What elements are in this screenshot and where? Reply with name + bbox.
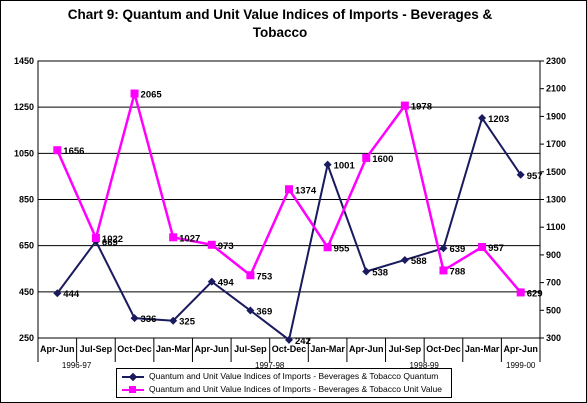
chart-legend: Quantum and Unit Value Indices of Import…	[116, 368, 452, 398]
y-left-tick-label: 850	[19, 195, 34, 205]
y-right-tick-label: 1500	[546, 167, 566, 177]
y-right-tick-label: 300	[546, 333, 561, 343]
data-label: 639	[449, 244, 465, 255]
data-label: 588	[411, 256, 427, 267]
x-tick-label: Apr-Jun	[40, 344, 75, 354]
legend-item-unit-value: Quantum and Unit Value Indices of Import…	[117, 383, 451, 396]
data-label: 1203	[488, 114, 509, 125]
data-point	[207, 277, 216, 286]
legend-label-unit-value: Quantum and Unit Value Indices of Import…	[149, 384, 442, 394]
data-label: 538	[372, 268, 388, 279]
legend-item-quantum: Quantum and Unit Value Indices of Import…	[117, 370, 451, 383]
data-point	[516, 288, 525, 297]
data-point	[400, 255, 409, 264]
data-point	[53, 146, 62, 155]
data-label: 957	[488, 243, 504, 254]
series-line-0	[56, 115, 522, 342]
data-label: 1001	[334, 161, 356, 172]
data-point	[478, 243, 487, 252]
data-label: 629	[527, 288, 543, 299]
y-left-tick-label: 250	[19, 333, 34, 343]
data-point	[439, 266, 448, 275]
data-point	[516, 170, 525, 179]
data-point	[130, 89, 139, 98]
y-right-tick-label: 900	[546, 250, 561, 260]
x-year-label: 1996-97	[62, 361, 92, 370]
x-tick-label: Jan-Mar	[465, 344, 500, 354]
square-marker-icon	[129, 386, 136, 393]
data-point	[362, 153, 371, 162]
data-point	[323, 160, 332, 169]
data-label: 336	[141, 314, 157, 325]
data-point	[169, 316, 178, 325]
data-label: 788	[449, 266, 465, 277]
data-point	[169, 233, 178, 242]
data-point	[91, 234, 100, 243]
data-point	[207, 240, 216, 249]
x-year-label: 1997-98	[255, 361, 285, 370]
data-point	[246, 271, 255, 280]
data-label: 1600	[372, 154, 393, 165]
chart-title: Chart 9: Quantum and Unit Value Indices …	[67, 7, 493, 40]
data-label: 1022	[102, 234, 123, 245]
y-left-tick-label: 450	[19, 287, 34, 297]
x-tick-label: Jan-Mar	[310, 344, 345, 354]
data-label: 325	[179, 317, 196, 328]
x-tick-label: Apr-Jun	[503, 344, 538, 354]
data-label: 753	[256, 271, 272, 282]
x-tick-label: Apr-Jun	[195, 344, 230, 354]
y-left-tick-label: 1450	[14, 56, 34, 66]
y-right-tick-label: 700	[546, 278, 561, 288]
y-right-tick-label: 2300	[546, 56, 566, 66]
data-label: 957	[527, 171, 543, 182]
data-point	[285, 185, 293, 194]
data-label: 2065	[141, 90, 163, 101]
y-left-tick-label: 1250	[14, 102, 34, 112]
y-right-tick-label: 2100	[546, 84, 566, 94]
y-right-tick-label: 1300	[546, 195, 566, 205]
diamond-marker-icon	[128, 372, 138, 382]
legend-label-quantum: Quantum and Unit Value Indices of Import…	[149, 371, 439, 381]
data-point	[285, 335, 293, 344]
data-label: 1027	[179, 233, 200, 244]
data-label: 369	[256, 307, 272, 318]
y-left-tick-label: 1050	[14, 148, 34, 158]
x-year-label: 1999-00	[506, 361, 536, 370]
y-right-tick-label: 1100	[546, 222, 566, 232]
data-point	[323, 243, 332, 252]
data-label: 444	[63, 289, 80, 300]
x-tick-label: Jan-Mar	[156, 344, 191, 354]
data-point	[362, 267, 371, 276]
x-tick-label: Jul-Sep	[234, 344, 267, 354]
data-label: 494	[218, 278, 235, 289]
y-right-tick-label: 1900	[546, 111, 566, 121]
data-point	[400, 101, 409, 110]
data-point	[130, 314, 139, 323]
x-tick-label: Jul-Sep	[80, 344, 113, 354]
data-label: 1656	[63, 146, 84, 157]
data-point	[53, 289, 62, 298]
data-point	[478, 114, 487, 123]
data-point	[439, 244, 448, 253]
data-label: 1374	[295, 185, 317, 196]
y-right-tick-label: 1700	[546, 139, 566, 149]
data-label: 1978	[411, 102, 432, 113]
data-label: 973	[218, 241, 234, 252]
x-tick-label: Apr-Jun	[349, 344, 384, 354]
data-label: 242	[295, 336, 311, 347]
x-tick-label: Oct-Dec	[426, 344, 461, 354]
x-tick-label: Oct-Dec	[117, 344, 152, 354]
data-label: 955	[334, 243, 351, 254]
y-left-tick-label: 650	[19, 241, 34, 251]
x-tick-label: Jul-Sep	[389, 344, 422, 354]
data-point	[246, 306, 255, 315]
x-year-label: 1998-99	[409, 361, 439, 370]
data-label: 669	[102, 237, 118, 248]
x-tick-label: Oct-Dec	[272, 344, 307, 354]
y-right-tick-label: 500	[546, 305, 561, 315]
